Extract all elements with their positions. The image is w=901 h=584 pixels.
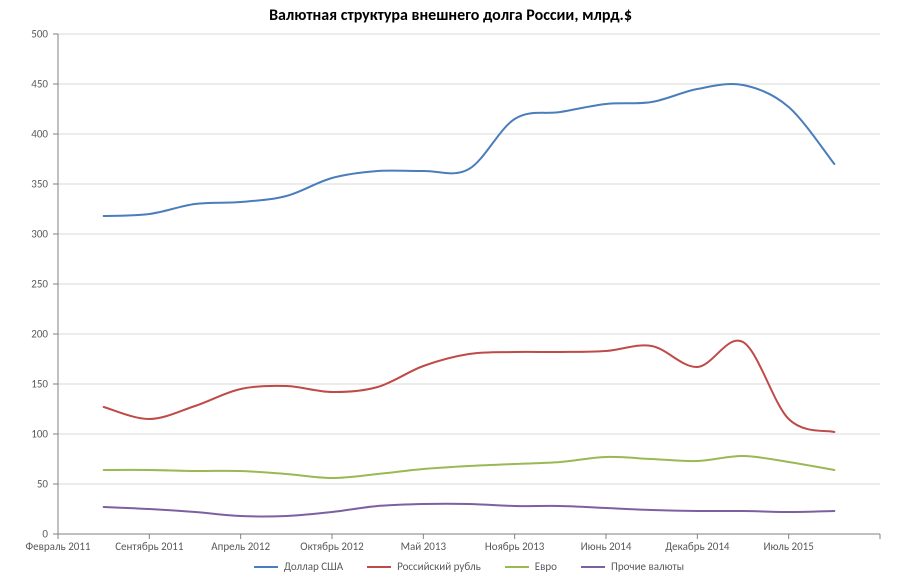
chart-plot (58, 34, 880, 534)
y-tick-label: 200 (8, 328, 48, 341)
legend-item: Доллар США (254, 560, 343, 573)
legend-swatch (581, 566, 605, 568)
y-tick-label: 450 (8, 78, 48, 91)
legend-label: Российский рубль (397, 560, 481, 573)
legend-item: Прочие валюты (581, 560, 684, 573)
y-tick-label: 0 (8, 528, 48, 541)
legend-swatch (505, 566, 529, 568)
x-tick-label: Апрель 2012 (211, 540, 270, 553)
x-tick-label: Июль 2015 (763, 540, 813, 553)
x-tick-label: Май 2013 (401, 540, 446, 553)
y-tick-label: 50 (8, 478, 48, 491)
chart-container: Валютная структура внешнего долга России… (0, 0, 901, 584)
legend-swatch (254, 566, 278, 568)
x-tick-label: Ноябрь 2013 (485, 540, 544, 553)
legend-label: Доллар США (284, 560, 343, 573)
legend-swatch (367, 566, 391, 568)
x-tick-label: Октябрь 2012 (300, 540, 363, 553)
x-tick-label: Сентябрь 2011 (115, 540, 183, 553)
legend-item: Евро (505, 560, 557, 573)
legend-label: Евро (535, 560, 557, 573)
y-tick-label: 400 (8, 128, 48, 141)
y-tick-label: 150 (8, 378, 48, 391)
x-tick-label: Февраль 2011 (25, 540, 90, 553)
x-tick-label: Июнь 2014 (581, 540, 632, 553)
y-tick-label: 250 (8, 278, 48, 291)
y-tick-label: 350 (8, 178, 48, 191)
x-tick-label: Декабрь 2014 (665, 540, 729, 553)
y-tick-label: 300 (8, 228, 48, 241)
legend-label: Прочие валюты (611, 560, 684, 573)
chart-title: Валютная структура внешнего долга России… (0, 6, 901, 25)
y-tick-label: 100 (8, 428, 48, 441)
legend-item: Российский рубль (367, 560, 481, 573)
chart-legend: Доллар США Российский рубль Евро Прочие вал… (58, 560, 880, 573)
y-tick-label: 500 (8, 28, 48, 41)
